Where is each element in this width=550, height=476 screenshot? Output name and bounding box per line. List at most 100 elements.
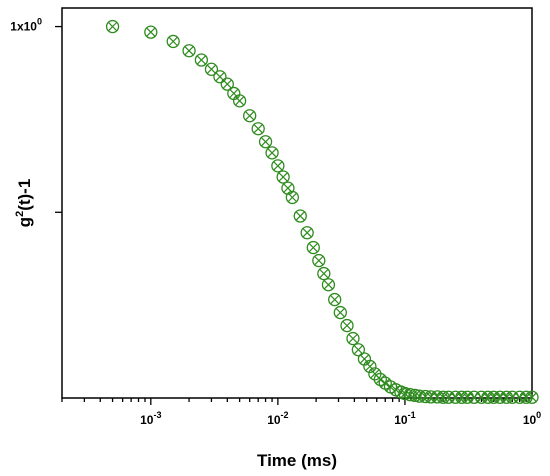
marker-cross	[365, 361, 375, 372]
marker-circle	[467, 390, 481, 404]
marker-circle	[105, 19, 120, 34]
marker-cross	[319, 268, 329, 279]
marker-cross	[348, 333, 358, 344]
marker-cross	[234, 96, 245, 106]
marker-cross	[302, 227, 312, 238]
marker-cross	[244, 110, 255, 121]
y-tick-label: 1x100	[10, 17, 42, 34]
marker-circle	[312, 253, 326, 268]
x-tick-label: 100	[523, 410, 541, 427]
marker-circle	[194, 53, 209, 67]
data-point	[251, 122, 265, 136]
marker-circle	[251, 122, 265, 136]
data-point	[306, 240, 320, 255]
marker-cross	[370, 369, 380, 379]
data-point	[105, 19, 120, 34]
marker-circle	[232, 94, 247, 108]
marker-cross	[335, 307, 346, 318]
marker-circle	[346, 331, 360, 346]
marker-circle	[321, 278, 336, 292]
marker-cross	[184, 45, 194, 56]
data-point	[144, 25, 158, 39]
data-point	[227, 86, 241, 101]
data-point	[467, 390, 481, 404]
marker-cross	[267, 148, 277, 158]
x-tick-label: 10-1	[394, 410, 415, 427]
marker-circle	[265, 146, 279, 160]
marker-cross	[314, 255, 324, 266]
data-point	[281, 181, 295, 195]
marker-cross	[287, 192, 298, 203]
y-axis: 1x100	[10, 17, 62, 213]
marker-cross	[507, 392, 518, 403]
marker-circle	[505, 390, 519, 404]
data-point	[441, 390, 456, 404]
marker-cross	[527, 392, 537, 403]
data-point	[317, 266, 331, 281]
data-point	[232, 94, 247, 108]
marker-circle	[243, 109, 257, 123]
marker-circle	[441, 390, 456, 404]
x-tick-label: 10-2	[267, 410, 288, 427]
marker-cross	[353, 344, 364, 355]
marker-cross	[329, 294, 340, 305]
marker-cross	[168, 36, 178, 47]
marker-cross	[222, 79, 233, 89]
marker-cross	[410, 390, 420, 401]
data-point	[258, 135, 273, 149]
marker-circle	[340, 318, 354, 333]
marker-cross	[196, 55, 207, 65]
marker-cross	[396, 387, 406, 397]
data-point	[321, 278, 336, 292]
marker-cross	[323, 279, 334, 290]
x-axis: 10-3 10-2 10-1 100	[61, 398, 541, 427]
marker-cross	[206, 64, 217, 75]
data-series	[105, 19, 539, 404]
marker-circle	[351, 343, 366, 357]
marker-cross	[342, 320, 352, 331]
marker-circle	[300, 226, 314, 240]
marker-circle	[204, 62, 219, 76]
y-axis-title: g2(t)-1	[14, 179, 34, 228]
x-tick-label: 10-3	[140, 410, 161, 427]
marker-circle	[182, 44, 196, 58]
marker-circle	[271, 159, 285, 173]
marker-circle	[166, 34, 180, 49]
data-point	[333, 305, 347, 320]
marker-cross	[260, 136, 271, 147]
plot-frame	[61, 7, 533, 399]
data-point	[300, 226, 314, 240]
data-point	[276, 170, 290, 184]
marker-cross	[229, 88, 239, 99]
marker-circle	[333, 305, 347, 320]
data-point	[346, 331, 360, 346]
data-point	[220, 77, 234, 91]
data-point	[460, 390, 475, 404]
data-point	[194, 53, 209, 67]
x-axis-title: Time (ms)	[257, 451, 337, 470]
data-point	[351, 343, 366, 357]
data-point	[271, 159, 285, 173]
marker-circle	[276, 170, 290, 184]
marker-circle	[317, 266, 331, 281]
marker-cross	[308, 242, 319, 253]
data-point	[243, 109, 257, 123]
marker-circle	[258, 135, 273, 149]
marker-circle	[328, 292, 342, 307]
marker-cross	[278, 172, 288, 182]
marker-circle	[363, 359, 377, 374]
data-point	[505, 390, 519, 404]
marker-circle	[306, 240, 320, 255]
data-point	[340, 318, 354, 333]
marker-circle	[220, 77, 234, 91]
marker-cross	[283, 183, 293, 193]
marker-cross	[253, 123, 263, 134]
data-point	[204, 62, 219, 76]
data-point	[525, 390, 539, 404]
marker-circle	[285, 190, 300, 205]
plot-border	[61, 7, 533, 399]
data-point	[265, 146, 279, 160]
marker-circle	[144, 25, 158, 39]
data-point	[285, 190, 300, 205]
